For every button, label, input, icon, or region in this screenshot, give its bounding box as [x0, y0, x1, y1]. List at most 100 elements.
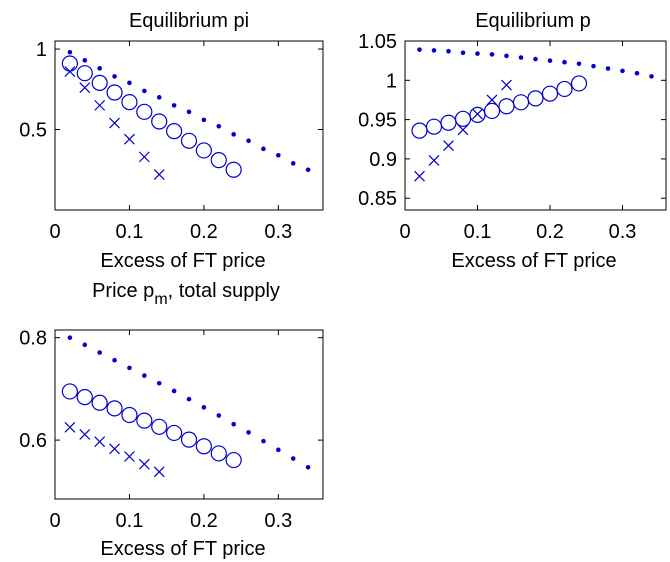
circle-marker: [527, 90, 544, 107]
y-tick-label: 0.6: [19, 430, 47, 452]
circle-marker: [210, 445, 227, 462]
x-tick-label: 0.3: [609, 221, 637, 243]
circle-marker: [166, 424, 183, 442]
circle-marker: [556, 80, 573, 98]
dot-marker: [634, 70, 640, 76]
dot-marker: [156, 95, 162, 100]
dot-marker: [127, 365, 132, 371]
circle-marker: [180, 431, 198, 448]
circle-marker: [512, 94, 530, 111]
circle-marker: [541, 85, 559, 102]
circle-marker: [106, 400, 123, 417]
y-tick-label: 1.05: [358, 31, 397, 53]
dot-marker: [246, 138, 251, 144]
x-marker: [94, 436, 106, 448]
title-subscript: m: [154, 291, 167, 308]
dot-marker: [82, 342, 88, 348]
circle-marker: [483, 102, 501, 120]
circle-marker: [151, 113, 168, 130]
ticks: 0 0.1 0.2 0.3 0.6 0.8: [19, 328, 323, 532]
dot-marker: [171, 388, 177, 394]
x-marker: [457, 124, 469, 136]
subplot-equilibrium-p: Equilibrium p 0 0.1 0.2 0.3 0.85 0.9 0.95 1 1.05…: [358, 10, 667, 272]
x-tick-label: 0.3: [264, 510, 292, 532]
dot-marker: [576, 61, 582, 67]
dot-marker: [475, 51, 480, 56]
dot-marker: [460, 50, 466, 56]
circle-marker: [76, 65, 93, 82]
x-marker: [153, 466, 165, 478]
dot-marker: [620, 68, 625, 74]
dot-marker: [246, 430, 251, 435]
title-rest: , total supply: [168, 280, 280, 302]
dot-marker: [489, 52, 495, 57]
dot-marker: [261, 146, 266, 152]
ticks: 0 0.1 0.2 0.3 0.85 0.9 0.95 1 1.05: [358, 31, 666, 243]
x-tick-label: 0.2: [536, 221, 564, 243]
dot-marker: [305, 167, 311, 173]
x-tick-label: 0: [49, 510, 60, 532]
circle-marker: [180, 132, 198, 149]
dot-marker: [201, 405, 207, 410]
circle-marker: [454, 110, 472, 127]
x-marker: [124, 451, 135, 462]
ticks: 0 0.1 0.2 0.3 0.5 1: [19, 39, 323, 243]
x-axis-label: Excess of FT price: [100, 250, 265, 272]
x-tick-label: 0.1: [464, 221, 492, 243]
x-tick-label: 0.2: [190, 221, 218, 243]
circle-marker: [91, 74, 108, 91]
data-marks: [61, 49, 311, 181]
plot-area-frame: [54, 40, 324, 211]
x-marker: [138, 151, 150, 163]
dot-marker: [97, 350, 102, 355]
dot-marker: [201, 117, 207, 123]
dot-marker: [649, 74, 654, 79]
dot-marker: [97, 66, 102, 71]
dot-marker: [290, 161, 296, 166]
dot-marker: [276, 152, 281, 158]
dot-marker: [231, 421, 236, 427]
dot-marker: [67, 335, 73, 340]
dot-marker: [261, 438, 266, 444]
x-marker: [64, 66, 76, 78]
title-main: Price p: [92, 280, 154, 302]
plot-area-frame: [54, 329, 324, 500]
dot-marker: [67, 49, 73, 55]
dot-marker: [216, 413, 222, 418]
circle-marker: [195, 438, 212, 455]
dot-marker: [305, 464, 311, 470]
dot-marker: [142, 373, 147, 378]
dot-marker: [533, 56, 538, 62]
y-tick-label: 1: [36, 39, 47, 61]
circle-marker: [61, 55, 78, 72]
y-tick-label: 0.85: [358, 188, 397, 210]
dot-marker: [605, 66, 611, 71]
plot-area-frame: [404, 40, 667, 211]
circle-marker: [425, 118, 443, 135]
circle-marker: [225, 451, 242, 469]
x-marker: [428, 155, 440, 166]
subplot-price-pm-total-supply: Price pm, total supply 0 0.1 0.2 0.30.60.8 …: [19, 280, 324, 560]
x-tick-label: 0.3: [264, 221, 292, 243]
circle-marker: [498, 98, 515, 115]
circle-marker: [225, 161, 242, 178]
dot-marker: [82, 58, 88, 63]
y-tick-label: 1: [386, 70, 397, 92]
x-tick-label: 0.1: [116, 221, 144, 243]
circle-marker: [61, 383, 78, 400]
x-marker: [443, 140, 454, 151]
circle-marker: [166, 123, 183, 140]
subplot-title: Price pm, total supply: [92, 280, 280, 308]
subplot-title: Equilibrium pi: [129, 10, 249, 32]
circle-marker: [106, 84, 123, 101]
circle-marker: [121, 94, 138, 111]
circle-marker: [136, 103, 153, 120]
x-marker: [414, 170, 425, 182]
dot-marker: [562, 59, 567, 65]
dot-marker: [186, 396, 192, 402]
x-marker: [109, 117, 120, 129]
subplot-title: Equilibrium p: [475, 10, 591, 32]
data-marks: [411, 47, 654, 182]
dot-marker: [446, 48, 451, 54]
x-tick-label: 0.2: [190, 510, 218, 532]
